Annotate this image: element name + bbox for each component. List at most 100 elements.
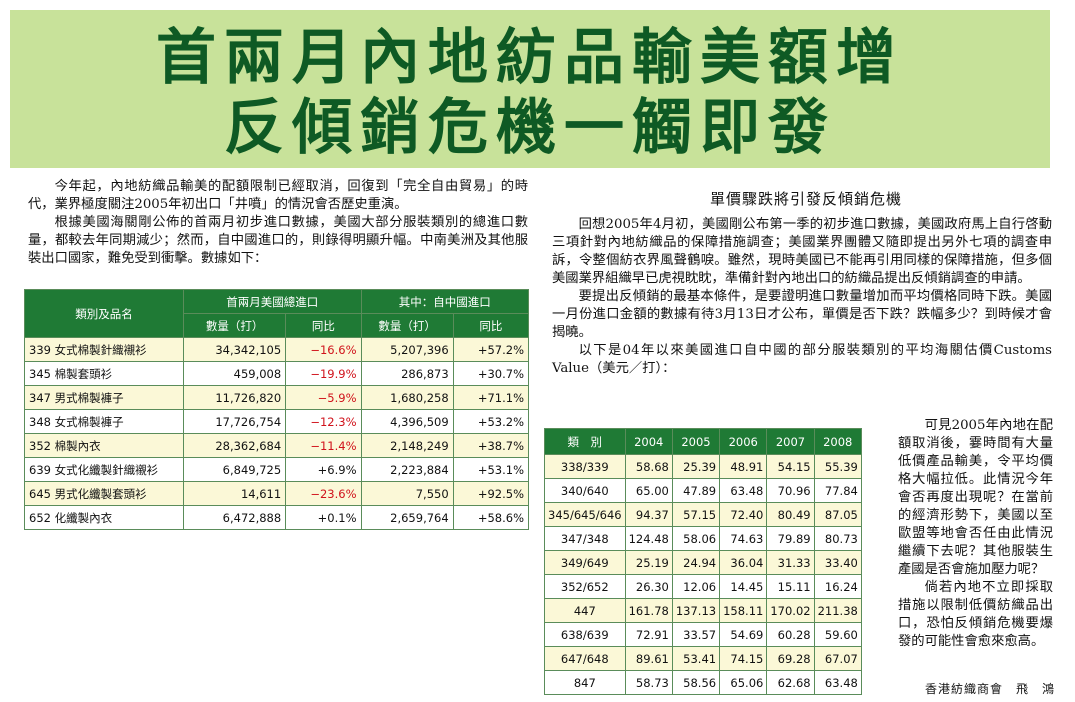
total-qty: 34,342,105 (182, 337, 287, 362)
china-qty: 2,659,764 (360, 505, 454, 530)
table-row: 349/649 25.19 24.94 36.04 31.33 33.40 (544, 550, 862, 575)
value-cell: 55.39 (813, 454, 862, 479)
conclusion-paragraph-1: 可見2005年內地在配額取消後，霎時間有大量低價產品輸美，令平均價格大幅拉低。此… (898, 418, 1053, 577)
value-cell: 70.96 (766, 478, 815, 503)
group-header-total: 首兩月美國總進口 (183, 289, 362, 314)
table-row: 347/348 124.48 58.06 74.63 79.89 80.73 (544, 526, 862, 551)
table-row: 348 女式棉製褲子 17,726,754 −12.3% 4,396,509 +… (24, 409, 530, 434)
value-cell: 211.38 (813, 598, 862, 623)
value-cell: 48.91 (719, 454, 768, 479)
value-cell: 58.73 (624, 670, 673, 695)
analysis-paragraph-1: 回想2005年4月初，美國剛公布第一季的初步進口數據，美國政府馬上自行啓動三項針… (552, 217, 1052, 286)
value-cell: 158.11 (719, 598, 768, 623)
table-row: 352/652 26.30 12.06 14.45 15.11 16.24 (544, 574, 862, 599)
china-yoy: +58.6% (452, 505, 530, 530)
table-row: 638/639 72.91 33.57 54.69 60.28 59.60 (544, 622, 862, 647)
value-cell: 33.57 (671, 622, 721, 647)
total-qty: 6,849,725 (182, 457, 287, 482)
category-code: 847 (544, 670, 626, 695)
value-cell: 54.69 (719, 622, 768, 647)
total-qty: 6,472,888 (182, 505, 287, 530)
col-category-header: 類別及品名 (24, 289, 184, 338)
total-qty: 459,008 (182, 361, 287, 386)
value-cell: 60.28 (766, 622, 815, 647)
value-cell: 58.56 (671, 670, 721, 695)
col-yoy-header: 同比 (452, 313, 530, 338)
value-cell: 74.63 (719, 526, 768, 551)
china-yoy: +53.2% (452, 409, 530, 434)
total-yoy: −11.4% (285, 433, 362, 458)
value-cell: 62.68 (766, 670, 815, 695)
value-cell: 80.73 (813, 526, 862, 551)
total-qty: 11,726,820 (182, 385, 287, 410)
customs-value-table: 類 別 2004 2005 2006 2007 2008 338/339 58.6… (544, 428, 862, 695)
value-cell: 31.33 (766, 550, 815, 575)
table-row: 347 男式棉製褲子 11,726,820 −5.9% 1,680,258 +7… (24, 385, 530, 410)
total-yoy: −12.3% (285, 409, 362, 434)
value-cell: 89.61 (624, 646, 673, 671)
value-cell: 67.07 (813, 646, 862, 671)
category-code: 647/648 (544, 646, 626, 671)
china-qty: 286,873 (360, 361, 454, 386)
total-yoy: −16.6% (285, 337, 362, 362)
total-yoy: +0.1% (285, 505, 362, 530)
category-code: 345/645/646 (544, 502, 626, 527)
category-name: 652 化纖製內衣 (24, 505, 184, 530)
value-cell: 58.06 (671, 526, 721, 551)
analysis-paragraph-2: 要提出反傾銷的最基本條件，是要證明進口數量增加而平均價格同時下跌。美國一月份進口… (552, 289, 1052, 340)
section-subheading: 單價驟跌將引發反傾銷危機 (709, 190, 902, 208)
category-name: 352 棉製內衣 (24, 433, 184, 458)
table-row: 340/640 65.00 47.89 63.48 70.96 77.84 (544, 478, 862, 503)
category-code: 338/339 (544, 454, 626, 479)
total-yoy: −23.6% (285, 481, 362, 506)
value-cell: 65.06 (719, 670, 768, 695)
category-code: 352/652 (544, 574, 626, 599)
value-cell: 63.48 (719, 478, 768, 503)
headline-line-1: 首兩月內地紡品輸美額增 (156, 23, 904, 93)
china-qty: 1,680,258 (360, 385, 454, 410)
author-byline: 香港紡織商會 飛 鴻 (924, 682, 1055, 696)
col-year-header: 2006 (719, 428, 768, 455)
value-cell: 33.40 (813, 550, 862, 575)
conclusion-paragraph-2: 倘若內地不立即採取措施以限制低價紡織品出口，恐怕反傾銷危機要爆發的可能性會愈來愈… (898, 580, 1053, 649)
col-year-header: 2007 (766, 428, 815, 455)
value-cell: 12.06 (671, 574, 721, 599)
category-name: 645 男式化纖製套頭衫 (24, 481, 184, 506)
total-yoy: −5.9% (285, 385, 362, 410)
table-row: 352 棉製內衣 28,362,684 −11.4% 2,148,249 +38… (24, 433, 530, 458)
china-qty: 2,148,249 (360, 433, 454, 458)
category-name: 347 男式棉製褲子 (24, 385, 184, 410)
value-cell: 14.45 (719, 574, 768, 599)
total-qty: 17,726,754 (182, 409, 287, 434)
table-row: 847 58.73 58.56 65.06 62.68 63.48 (544, 670, 862, 695)
value-cell: 170.02 (766, 598, 815, 623)
value-cell: 74.15 (719, 646, 768, 671)
col-qty-header: 數量（打） (182, 313, 287, 338)
import-volume-table: 類別及品名 首兩月美國總進口 其中：自中國進口 數量（打） 同比 數量（打） 同… (24, 289, 530, 530)
value-cell: 25.19 (624, 550, 673, 575)
value-cell: 47.89 (671, 478, 721, 503)
china-qty: 2,223,884 (360, 457, 454, 482)
value-cell: 16.24 (813, 574, 862, 599)
conclusion-text: 可見2005年內地在配額取消後，霎時間有大量低價產品輸美，令平均價格大幅拉低。此… (898, 417, 1053, 651)
intro-paragraph-1: 今年起，內地紡織品輸美的配額限制已經取消，回復到「完全自由貿易」的時代，業界極度… (28, 179, 528, 212)
china-yoy: +53.1% (452, 457, 530, 482)
value-cell: 69.28 (766, 646, 815, 671)
table-row: 338/339 58.68 25.39 48.91 54.15 55.39 (544, 454, 862, 479)
table-row: 647/648 89.61 53.41 74.15 69.28 67.07 (544, 646, 862, 671)
total-qty: 14,611 (182, 481, 287, 506)
category-code: 347/348 (544, 526, 626, 551)
value-cell: 161.78 (624, 598, 673, 623)
group-header-china: 其中：自中國進口 (360, 289, 529, 314)
value-cell: 65.00 (624, 478, 673, 503)
col-yoy-header: 同比 (285, 313, 362, 338)
table-row: 652 化纖製內衣 6,472,888 +0.1% 2,659,764 +58.… (24, 505, 530, 530)
col-year-header: 2005 (671, 428, 721, 455)
china-yoy: +57.2% (452, 337, 530, 362)
value-cell: 94.37 (624, 502, 673, 527)
intro-paragraph-2: 根據美國海關剛公佈的首兩月初步進口數據，美國大部分服裝類別的總進口數量，都較去年… (28, 215, 528, 266)
value-cell: 58.68 (624, 454, 673, 479)
value-cell: 26.30 (624, 574, 673, 599)
table-row: 447 161.78 137.13 158.11 170.02 211.38 (544, 598, 862, 623)
china-yoy: +30.7% (452, 361, 530, 386)
